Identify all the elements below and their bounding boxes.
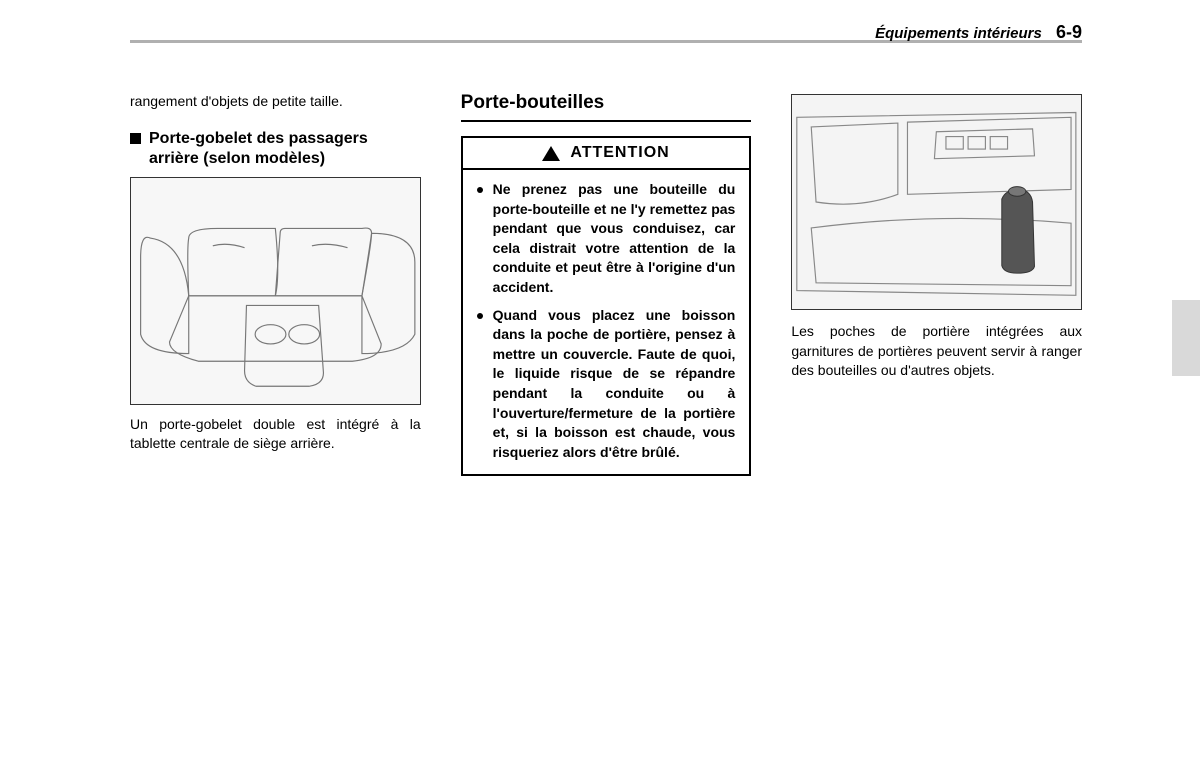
figure-door-pocket xyxy=(791,94,1082,310)
page-number: 6-9 xyxy=(1056,22,1082,42)
warning-triangle-icon xyxy=(542,146,560,161)
heading-rule xyxy=(461,120,752,122)
attention-box: ATTENTION Ne prenez pas une bouteille du… xyxy=(461,136,752,476)
section-title: Équipements intérieurs xyxy=(875,25,1042,42)
door-pocket-text: Les poches de portière intégrées aux gar… xyxy=(791,322,1082,381)
column-2: Porte-bouteilles ATTENTION Ne prenez pas… xyxy=(461,92,752,476)
door-pocket-illustration xyxy=(792,95,1081,309)
column-3: Les poches de portière intégrées aux gar… xyxy=(791,92,1082,476)
rear-seat-illustration xyxy=(131,178,420,404)
subsection-title: Porte-gobelet des passagers arrière (sel… xyxy=(149,129,421,169)
square-bullet-icon xyxy=(130,133,141,144)
column-1: rangement d'objets de petite taille. Por… xyxy=(130,92,421,476)
figure-rear-cupholder xyxy=(130,177,421,405)
attention-item: Quand vous placez une boisson dans la po… xyxy=(477,306,736,463)
attention-body: Ne prenez pas une bouteille du porte-bou… xyxy=(463,170,750,474)
attention-item: Ne prenez pas une bouteille du porte-bou… xyxy=(477,180,736,298)
content-columns: rangement d'objets de petite taille. Por… xyxy=(130,92,1082,476)
chapter-tab xyxy=(1172,300,1200,376)
section-heading: Porte-bouteilles xyxy=(461,92,752,114)
attention-label: ATTENTION xyxy=(570,144,669,162)
lead-text: rangement d'objets de petite taille. xyxy=(130,92,421,111)
subsection-heading: Porte-gobelet des passagers arrière (sel… xyxy=(130,129,421,169)
attention-list: Ne prenez pas une bouteille du porte-bou… xyxy=(477,180,736,462)
attention-title: ATTENTION xyxy=(463,138,750,170)
running-header: Équipements intérieurs 6-9 xyxy=(875,22,1082,43)
figure-caption: Un porte-gobelet double est intégré à la… xyxy=(130,415,421,453)
